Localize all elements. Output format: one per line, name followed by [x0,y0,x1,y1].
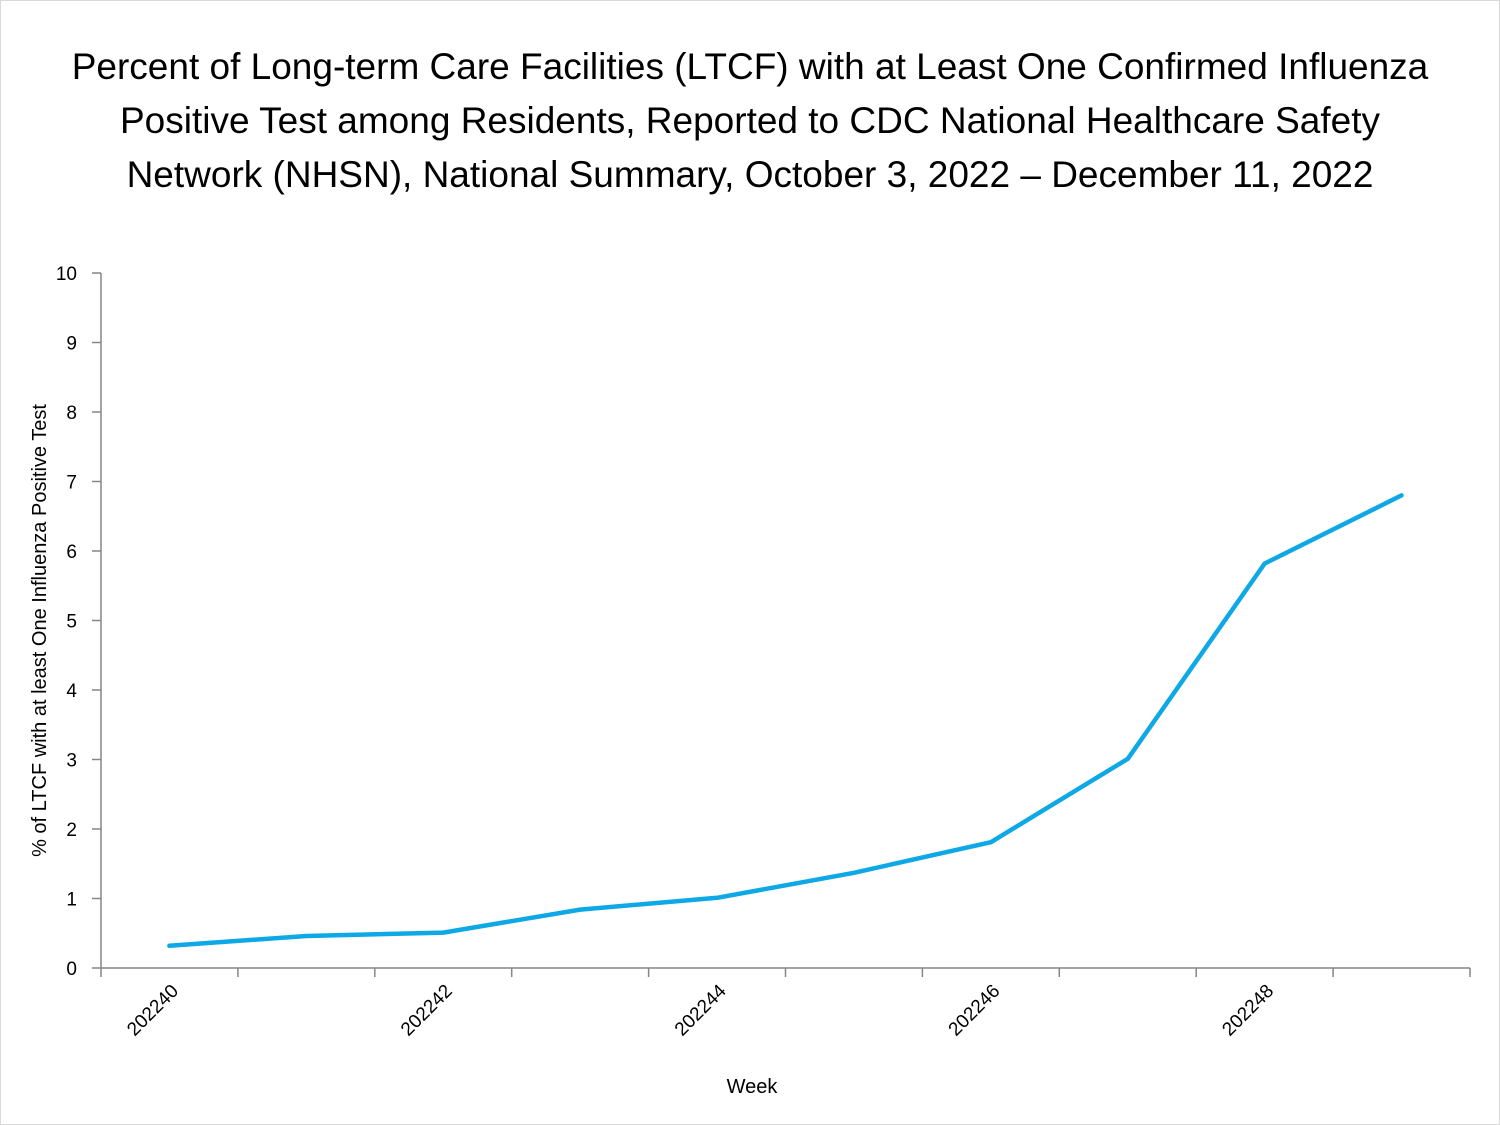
x-tick-label: 202244 [671,980,731,1040]
data-point [1125,756,1130,761]
data-point [988,840,993,845]
chart-title: Percent of Long-term Care Facilities (LT… [0,40,1500,202]
data-point [304,934,309,939]
x-axis-title: Week [727,1076,779,1098]
data-point [851,870,856,875]
data-point [578,907,583,912]
chart-title-line-3: Network (NHSN), National Summary, Octobe… [126,154,1374,195]
y-tick-label: 0 [66,959,77,980]
y-axis-title: % of LTCF with at least One Influenza Po… [29,404,51,857]
y-tick-label: 9 [66,334,77,355]
y-tick-label: 1 [66,890,77,911]
data-point [1262,561,1267,566]
data-point [715,895,720,900]
y-tick-label: 2 [66,820,77,841]
y-tick-label: 5 [66,612,77,633]
y-tick-label: 4 [66,681,77,702]
series-plot [167,493,1404,949]
data-point [441,930,446,935]
x-tick-label: 202246 [945,981,1005,1041]
y-tick-label: 6 [66,542,77,563]
chart-title-line-2: Positive Test among Residents, Reported … [119,100,1380,141]
x-axis: 202240 202242 202244 202246 202248 [100,967,1471,1041]
x-tick-label: 202240 [123,981,183,1041]
data-point [1399,493,1404,498]
x-tick-label: 202242 [397,981,457,1041]
y-tick-label: 10 [56,264,77,285]
y-axis: 0 1 2 3 4 5 6 7 8 9 10 [56,264,102,980]
chart-title-line-1: Percent of Long-term Care Facilities (LT… [71,46,1429,87]
data-point [167,943,172,948]
series-line [167,493,1404,949]
y-tick-label: 8 [66,403,77,424]
y-tick-label: 3 [66,751,77,772]
x-tick-label: 202248 [1219,981,1279,1041]
y-tick-label: 7 [66,473,77,494]
